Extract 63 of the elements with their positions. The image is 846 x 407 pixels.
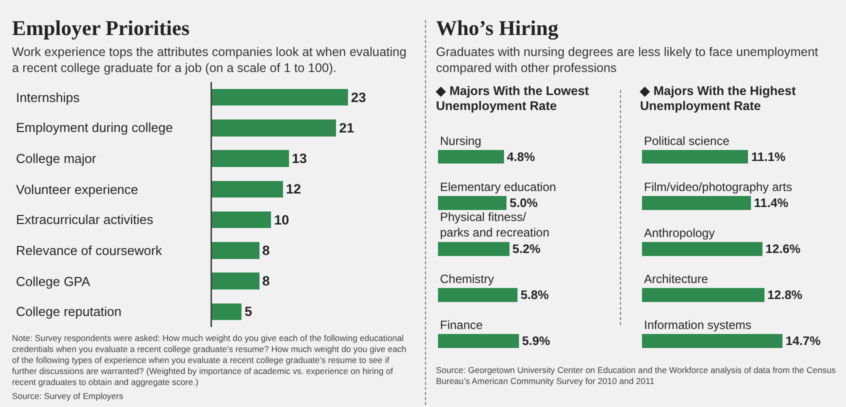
data-label: 14.7% bbox=[786, 334, 821, 348]
data-label: 5.0% bbox=[510, 196, 538, 210]
data-label: 5.8% bbox=[520, 288, 549, 302]
y-tick-label: Elementary education bbox=[440, 180, 556, 194]
data-label: 11.1% bbox=[751, 150, 786, 164]
y-tick-label: Political science bbox=[644, 134, 730, 148]
bar bbox=[642, 288, 764, 302]
text: Who’s Hiring bbox=[436, 16, 560, 41]
source-note: Source: Survey of Employers bbox=[12, 391, 124, 402]
data-label: 5.9% bbox=[522, 334, 550, 348]
bar bbox=[642, 196, 752, 210]
data-label: 8 bbox=[262, 274, 270, 289]
data-label: 23 bbox=[351, 90, 367, 105]
source-note: Source: Georgetown University Center on Education and the Workforce analysis of data from the Census Bureau’s American Community Survey for 2010 and 2011 bbox=[436, 365, 837, 387]
bar bbox=[212, 88, 348, 106]
bar bbox=[212, 120, 336, 136]
y-tick-label: College GPA bbox=[16, 274, 91, 289]
y-tick-label: Physical fitness/ parks and recreation bbox=[440, 210, 550, 240]
text: Note: Survey respondents were asked: How much weight do you give each of the following educational credentials when you evaluate a recent college graduate’s resume? How much weight do you give each of the following types of experience when you evaluate a recent college graduate’s resume to see if further discussions are warranted? (Weighted by importance of academic vs. experience on hiring of recent graduates to obtain and aggregate score.) bbox=[12, 333, 408, 388]
y-tick-label: Chemistry bbox=[440, 272, 494, 286]
bar bbox=[212, 211, 272, 228]
y-tick-label: Volunteer experience bbox=[16, 182, 138, 197]
bar bbox=[438, 150, 504, 164]
bar bbox=[642, 242, 763, 256]
y-tick-label: College reputation bbox=[16, 304, 122, 319]
text: Graduates with nursing degrees are less likely to face unemployment compared with other professions bbox=[436, 44, 820, 76]
bar bbox=[212, 180, 283, 198]
y-tick-label: Relevance of coursework bbox=[16, 243, 162, 258]
y-tick-label: Nursing bbox=[440, 134, 482, 148]
y-tick-label: Employment during college bbox=[16, 120, 173, 135]
data-label: 5.2% bbox=[512, 242, 540, 256]
bar bbox=[438, 288, 518, 302]
y-tick-label: Information systems bbox=[644, 318, 752, 332]
y-tick-label: Finance bbox=[440, 318, 484, 332]
data-label: 21 bbox=[339, 120, 355, 136]
bar bbox=[212, 272, 260, 290]
data-label: 5 bbox=[244, 304, 253, 320]
bar bbox=[642, 150, 748, 164]
bar bbox=[212, 242, 260, 259]
bar bbox=[438, 196, 507, 210]
chart-title: Employer Priorities bbox=[12, 16, 190, 41]
y-tick-label: Film/video/photography arts bbox=[644, 180, 792, 194]
y-tick-label: Anthropology bbox=[644, 226, 715, 240]
chart-title: ◆ Majors With the Lowest Unemployment Rate bbox=[436, 84, 590, 114]
data-label: 8 bbox=[262, 242, 270, 258]
data-label: 12.6% bbox=[766, 242, 801, 256]
bar bbox=[212, 150, 289, 167]
bar bbox=[438, 334, 519, 348]
chart-title: ◆ Majors With the Highest Unemployment Rate bbox=[640, 84, 797, 114]
bar bbox=[642, 334, 783, 348]
y-tick-label: Extracurricular activities bbox=[16, 212, 154, 227]
data-label: 13 bbox=[292, 151, 308, 166]
chart-subtitle: Work experience tops the attributes companies look at when evaluating a recent college graduate for a job (on a scale of 1 to 100). bbox=[12, 44, 408, 76]
y-tick-label: Internships bbox=[16, 90, 80, 105]
y-tick-label: Architecture bbox=[644, 272, 708, 286]
data-label: 10 bbox=[274, 212, 290, 228]
data-label: 4.8% bbox=[506, 150, 536, 164]
y-tick-label: College major bbox=[16, 151, 97, 166]
bar bbox=[212, 303, 242, 320]
data-label: 11.4% bbox=[754, 196, 788, 210]
bar bbox=[438, 242, 510, 256]
data-label: 12.8% bbox=[767, 288, 802, 302]
data-label: 12 bbox=[286, 182, 301, 197]
